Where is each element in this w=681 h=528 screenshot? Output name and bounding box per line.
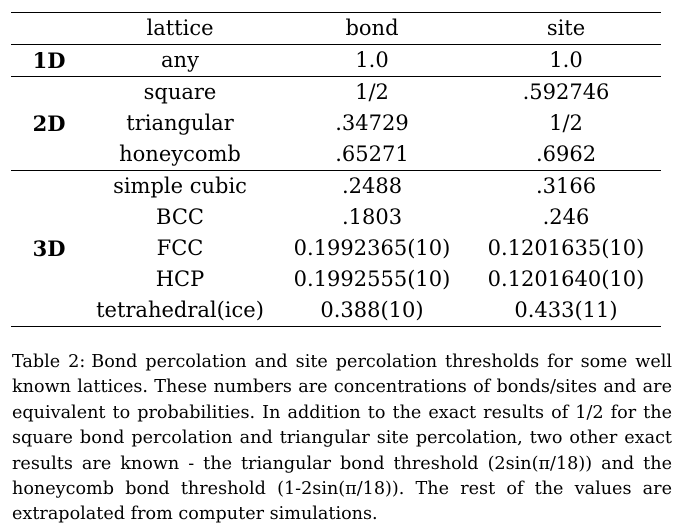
site-threshold-cell: .246	[542, 205, 590, 229]
table-row: honeycomb .65271 .6962	[11, 139, 661, 171]
caption-label: Table 2:	[12, 352, 86, 372]
table-row: 2D square 1/2.592746	[11, 76, 661, 171]
table-body: 1D any 1.0 1.0 2D square 1/2.592746 triangular.…	[11, 44, 661, 327]
lattice-cell: HCP	[155, 267, 205, 291]
percolation-table-container: lattice bond site 1D any 1.0 1.0 2D square 1/2…	[11, 12, 661, 327]
table-row: triangular .34729 1/2	[11, 108, 661, 139]
bond-threshold-cell: 1/2	[273, 76, 471, 108]
table-row: 3D simple cubic .2488.3166	[11, 170, 661, 327]
bond-threshold-cell: .34729	[335, 111, 409, 135]
table-row: 1D any 1.0 1.0	[11, 44, 661, 77]
caption-text: Bond percolation and site percolation th…	[12, 352, 672, 525]
header-dimension	[11, 12, 87, 45]
table-row: HCP 0.1992555(10) 0.1201640(10)	[11, 264, 661, 295]
table-caption: Table 2: Bond percolation and site percol…	[12, 350, 672, 528]
dimension-label: 3D	[11, 170, 87, 327]
table-row: BCC .1803 .246	[11, 202, 661, 233]
site-threshold-cell: .3166	[471, 170, 661, 202]
header-bond: bond	[273, 12, 471, 45]
header-lattice: lattice	[87, 12, 273, 45]
site-threshold-cell: .6962	[535, 142, 597, 166]
site-threshold-cell: 0.433(11)	[471, 295, 661, 327]
bond-threshold-cell: .65271	[335, 142, 409, 166]
bond-threshold-cell: .2488	[273, 170, 471, 202]
site-threshold-cell: 1.0	[471, 44, 661, 77]
lattice-cell: BCC	[156, 205, 204, 229]
lattice-cell: simple cubic	[87, 170, 273, 202]
lattice-cell: FCC	[156, 236, 204, 260]
header-site: site	[471, 12, 661, 45]
lattice-cell: honeycomb	[119, 142, 241, 166]
site-threshold-cell: 0.1201635(10)	[487, 236, 645, 260]
lattice-cell: any	[87, 44, 273, 77]
lattice-cell: square	[87, 76, 273, 108]
dimension-label: 1D	[11, 44, 87, 77]
lattice-cell: triangular	[126, 111, 234, 135]
bond-threshold-cell: .1803	[341, 205, 403, 229]
lattice-cell: tetrahedral(ice)	[87, 295, 273, 327]
table-row: tetrahedral(ice) 0.388(10) 0.433(11)	[11, 295, 661, 327]
table-row: FCC 0.1992365(10) 0.1201635(10)	[11, 233, 661, 264]
bond-threshold-cell: 0.1992365(10)	[293, 236, 451, 260]
bond-threshold-cell: 0.1992555(10)	[293, 267, 451, 291]
site-threshold-cell: 0.1201640(10)	[487, 267, 645, 291]
bond-threshold-cell: 1.0	[273, 44, 471, 77]
site-threshold-cell: 1/2	[549, 111, 583, 135]
site-threshold-cell: .592746	[471, 76, 661, 108]
percolation-thresholds-table: lattice bond site 1D any 1.0 1.0 2D square 1/2…	[11, 12, 661, 327]
bond-threshold-cell: 0.388(10)	[273, 295, 471, 327]
dimension-label: 2D	[11, 76, 87, 171]
table-header-row: lattice bond site	[11, 12, 661, 45]
